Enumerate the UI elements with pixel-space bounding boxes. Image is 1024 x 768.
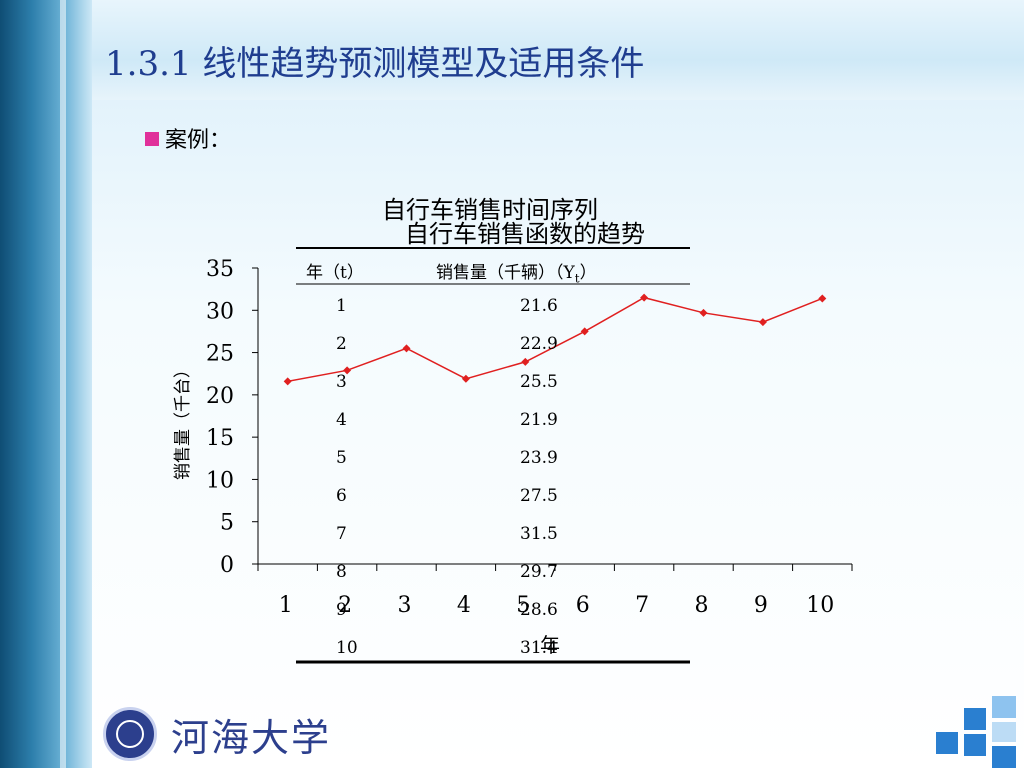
table-cell-sales: 31.4 [520,638,558,658]
data-point [402,344,411,353]
x-tick-label: 4 [457,593,471,618]
x-tick-label: 9 [754,593,768,618]
table-cell-sales: 25.5 [520,372,558,392]
x-tick-label: 10 [806,593,834,618]
x-tick-label: 1 [279,593,293,618]
data-point [461,374,470,383]
table-cell-sales: 23.9 [520,448,558,468]
table-cell-year: 10 [336,638,358,658]
y-axis-label: 销售量（千台） [173,361,193,480]
data-point [521,357,530,366]
data-point [758,318,767,327]
y-tick-label: 20 [206,384,234,409]
table-cell-sales: 28.6 [520,600,558,620]
data-point [343,366,352,375]
university-name: 河海大学 [171,715,332,760]
y-tick-label: 0 [220,553,234,578]
table-cell-sales: 27.5 [520,486,558,506]
series-line [287,296,823,383]
data-point [640,293,649,302]
x-axis-label: 年 [540,633,560,657]
bullet-square-icon [145,132,159,146]
table-cell-year: 2 [336,334,347,354]
table-header-year: 年（t） [306,263,364,283]
x-tick-label: 6 [576,593,590,618]
table-cell-year: 7 [336,524,347,544]
y-tick-label: 25 [206,342,234,367]
table-cell-sales: 21.9 [520,410,558,430]
chart-axes [252,267,853,571]
left-decorative-band [0,0,92,768]
table-cell-year: 4 [336,410,347,430]
table-cell-sales: 21.6 [520,296,558,316]
y-tick-label: 15 [206,426,234,451]
case-label: 案例： [165,128,232,153]
case-bullet: 案例： [145,122,231,154]
university-seal-icon [103,707,157,761]
data-point [818,294,827,303]
x-tick-label: 7 [635,593,649,618]
university-logo: 河海大学 [103,706,331,762]
table-header-sales: 销售量（千辆）（Yt） [436,263,597,286]
chart-title: 自行车销售时间序列 [382,196,598,224]
data-point [580,327,589,336]
table-cell-sales: 31.5 [520,524,558,544]
x-tick-label: 3 [398,593,412,618]
y-tick-label: 10 [206,468,234,493]
data-point [283,377,292,386]
title-band [92,0,1024,100]
chart-subtitle: 自行车销售函数的趋势 [405,220,645,248]
table-cell-sales: 22.9 [520,334,558,354]
y-tick-label: 30 [206,299,234,324]
slide-title: 1.3.1 线性趋势预测模型及适用条件 [105,44,645,84]
left-decorative-stripe [60,0,66,768]
table-cell-year: 6 [336,486,347,506]
y-tick-labels: 35 30 25 20 15 10 5 0 [206,257,234,578]
x-tick-label: 8 [695,593,709,618]
table-cell-year: 9 [336,600,347,620]
y-tick-label: 35 [206,257,234,282]
series-layer [283,293,827,386]
x-tick-labels: 1 2 3 4 5 6 7 8 9 10 [279,593,835,618]
decorative-blocks [932,688,1024,768]
data-point [699,308,708,317]
table-cell-year: 3 [336,372,347,392]
table-cell-year: 1 [336,296,347,316]
y-tick-label: 5 [220,511,234,536]
x-tick-label: 5 [516,593,530,618]
table-cell-sales: 29.7 [520,562,558,582]
x-tick-label: 2 [338,593,352,618]
table-rules [296,247,690,664]
table-cell-year: 5 [336,448,347,468]
table-cell-year: 8 [336,562,347,582]
